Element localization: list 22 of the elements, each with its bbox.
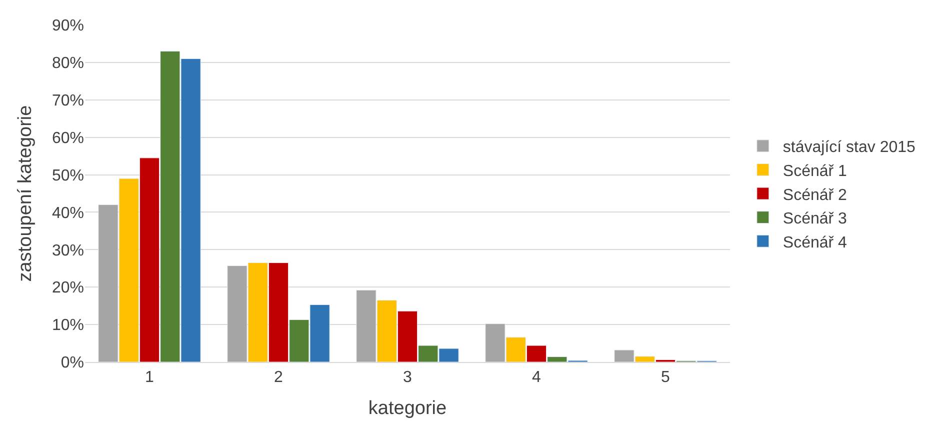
legend-label: Scénář 1 xyxy=(782,162,848,180)
y-tick-label: 40% xyxy=(52,204,84,222)
x-axis-title: kategorie xyxy=(368,398,447,419)
legend-label: Scénář 2 xyxy=(782,186,848,204)
x-tick-label: 4 xyxy=(532,369,542,386)
x-tick-label: 2 xyxy=(274,369,284,386)
y-tick-label: 60% xyxy=(52,130,84,147)
y-tick-label: 50% xyxy=(52,167,84,184)
legend-label: Scénář 3 xyxy=(782,210,848,228)
legend-label: Scénář 4 xyxy=(782,234,848,252)
legend-label: stávající stav 2015 xyxy=(782,139,916,156)
y-tick-label: 30% xyxy=(52,242,84,260)
x-tick-label: 1 xyxy=(145,369,154,386)
x-tick-label: 3 xyxy=(403,369,412,386)
y-tick-label: 20% xyxy=(52,280,84,297)
y-axis-title: zastoupení kategorie xyxy=(14,105,36,282)
y-tick-label: 0% xyxy=(60,354,84,372)
y-tick-label: 10% xyxy=(52,317,84,334)
y-tick-label: 80% xyxy=(52,55,84,72)
y-tick-label: 90% xyxy=(52,18,84,35)
x-tick-label: 5 xyxy=(661,369,670,386)
y-tick-label: 70% xyxy=(52,92,84,110)
